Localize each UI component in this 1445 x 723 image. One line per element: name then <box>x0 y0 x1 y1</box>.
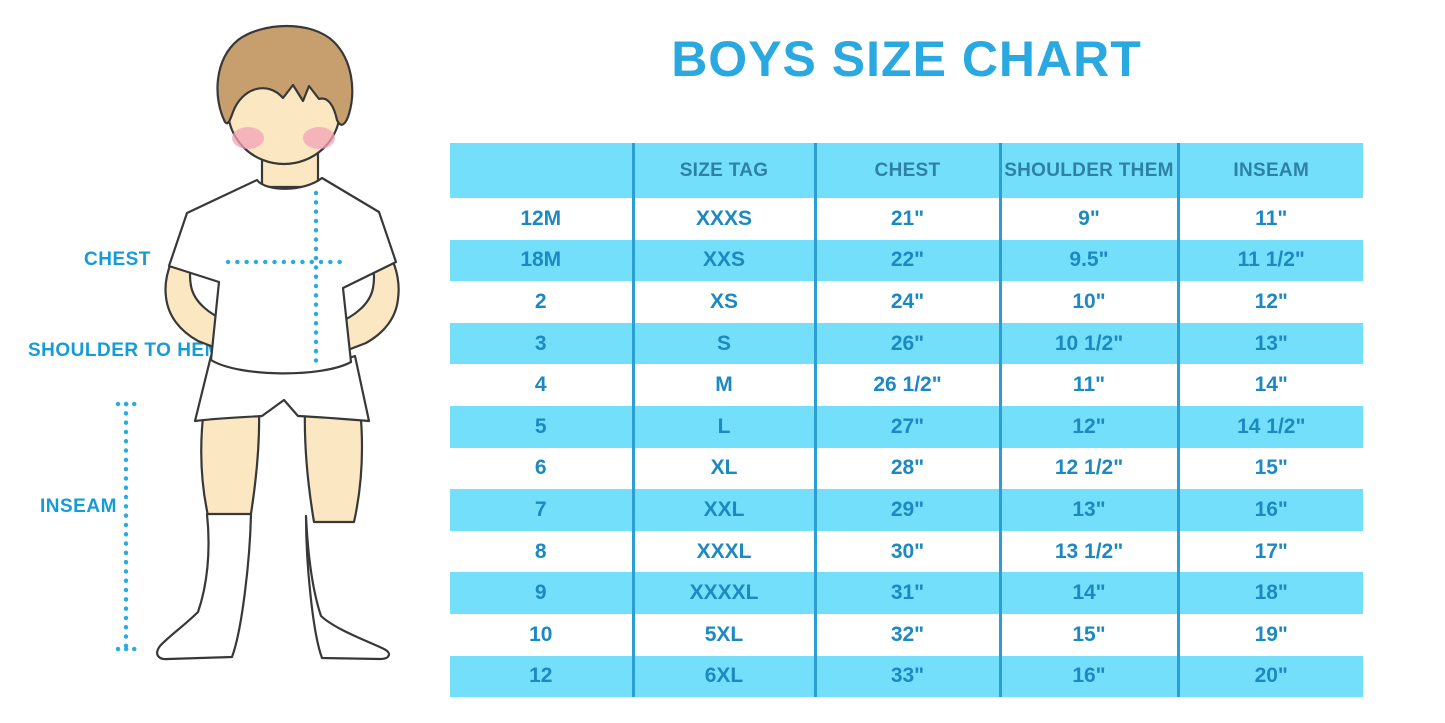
column-header: SHOULDER THEM <box>998 143 1178 198</box>
table-cell: XS <box>631 281 815 323</box>
table-cell: 7 <box>450 489 633 531</box>
table-cell: 9.5" <box>998 239 1178 282</box>
table-cell: XL <box>631 447 815 490</box>
table-cell: 13" <box>998 489 1178 531</box>
right-leg <box>303 406 364 524</box>
table-cell: 22" <box>813 239 1000 282</box>
inseam-label: INSEAM <box>40 496 117 517</box>
table-cell: XXXS <box>631 198 815 240</box>
table-row: 10 5XL 32" 15" 19" <box>450 613 1363 656</box>
table-cell: S <box>631 322 815 365</box>
table-cell: 26" <box>813 322 1000 365</box>
left-sock <box>156 512 253 661</box>
right-sock <box>304 514 390 661</box>
table-cell: 27" <box>813 405 1000 448</box>
table-row: 8 XXXL 30" 13 1/2" 17" <box>450 530 1363 573</box>
table-row: 18M XXS 22" 9.5" 11 1/2" <box>450 239 1363 282</box>
table-cell: XXXL <box>631 530 815 573</box>
column-header: INSEAM <box>1176 143 1363 198</box>
table-cell: XXS <box>631 239 815 282</box>
table-row: 7 XXL 29" 13" 16" <box>450 489 1363 531</box>
table-cell: 5 <box>450 405 633 448</box>
table-cell: 12 <box>450 655 633 698</box>
table-cell: 3 <box>450 322 633 365</box>
table-cell: 9 <box>450 572 633 614</box>
table-cell: 17" <box>1176 530 1363 573</box>
table-cell: 14" <box>998 572 1178 614</box>
table-cell: 24" <box>813 281 1000 323</box>
table-cell: 12M <box>450 198 633 240</box>
table-cell: 13 1/2" <box>998 530 1178 573</box>
table-cell: XXL <box>631 489 815 531</box>
hair <box>216 25 354 126</box>
left-cheek-blush <box>232 127 264 149</box>
table-cell: 9" <box>998 198 1178 240</box>
table-cell: 13" <box>1176 322 1363 365</box>
column-header: CHEST <box>813 143 1000 198</box>
table-cell: XXXXL <box>631 572 815 614</box>
table-row: 12M XXXS 21" 9" 11" <box>450 198 1363 240</box>
table-cell: 26 1/2" <box>813 364 1000 406</box>
size-table-header-row: SIZE TAG CHEST SHOULDER THEM INSEAM <box>450 143 1363 198</box>
table-row: 5 L 27" 12" 14 1/2" <box>450 405 1363 448</box>
table-cell: 5XL <box>631 613 815 656</box>
size-table-body: 12M XXXS 21" 9" 11" 18M XXS 22" 9.5" 11 1/2" 2 XS 24… <box>450 198 1363 698</box>
right-cheek-blush <box>303 127 335 149</box>
table-cell: 2 <box>450 281 633 323</box>
table-cell: 18" <box>1176 572 1363 614</box>
table-cell: 15" <box>1176 447 1363 490</box>
table-cell: 16" <box>998 655 1178 698</box>
table-cell: 10 <box>450 613 633 656</box>
left-leg <box>200 406 261 522</box>
table-cell: 12" <box>1176 281 1363 323</box>
table-cell: 31" <box>813 572 1000 614</box>
table-cell: 19" <box>1176 613 1363 656</box>
column-header <box>450 143 633 198</box>
table-cell: 11" <box>998 364 1178 406</box>
table-cell: 10" <box>998 281 1178 323</box>
table-cell: 12 1/2" <box>998 447 1178 490</box>
table-cell: 14 1/2" <box>1176 405 1363 448</box>
table-cell: 30" <box>813 530 1000 573</box>
table-row: 12 6XL 33" 16" 20" <box>450 655 1363 698</box>
table-cell: 18M <box>450 239 633 282</box>
table-cell: 10 1/2" <box>998 322 1178 365</box>
table-cell: 6XL <box>631 655 815 698</box>
table-cell: 15" <box>998 613 1178 656</box>
table-cell: M <box>631 364 815 406</box>
table-cell: 11" <box>1176 198 1363 240</box>
t-shirt <box>167 176 398 375</box>
table-cell: 16" <box>1176 489 1363 531</box>
table-cell: L <box>631 405 815 448</box>
table-cell: 8 <box>450 530 633 573</box>
page-title: BOYS SIZE CHART <box>671 31 1142 87</box>
table-cell: 21" <box>813 198 1000 240</box>
table-row: 4 M 26 1/2" 11" 14" <box>450 364 1363 406</box>
size-table: SIZE TAG CHEST SHOULDER THEM INSEAM 12M XXXS… <box>450 143 1363 698</box>
table-cell: 11 1/2" <box>1176 239 1363 282</box>
table-row: 2 XS 24" 10" 12" <box>450 281 1363 323</box>
table-cell: 20" <box>1176 655 1363 698</box>
table-cell: 6 <box>450 447 633 490</box>
table-cell: 4 <box>450 364 633 406</box>
chest-label: CHEST <box>84 249 151 270</box>
table-cell: 28" <box>813 447 1000 490</box>
column-header: SIZE TAG <box>631 143 815 198</box>
size-table-head: SIZE TAG CHEST SHOULDER THEM INSEAM <box>450 143 1363 198</box>
table-row: 9 XXXXL 31" 14" 18" <box>450 572 1363 614</box>
table-cell: 12" <box>998 405 1178 448</box>
shoulder-to-hem-label: SHOULDER TO HEM <box>28 340 221 361</box>
table-row: 3 S 26" 10 1/2" 13" <box>450 322 1363 365</box>
table-cell: 29" <box>813 489 1000 531</box>
table-cell: 14" <box>1176 364 1363 406</box>
boy-figure-illustration <box>115 25 400 661</box>
table-cell: 32" <box>813 613 1000 656</box>
table-cell: 33" <box>813 655 1000 698</box>
table-row: 6 XL 28" 12 1/2" 15" <box>450 447 1363 490</box>
